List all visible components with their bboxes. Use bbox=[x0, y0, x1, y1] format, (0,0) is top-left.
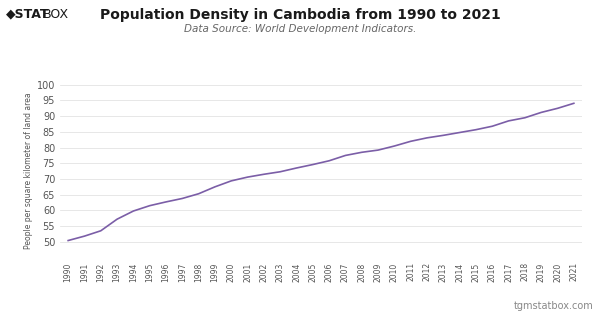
Y-axis label: People per square kilometer of land area: People per square kilometer of land area bbox=[23, 93, 32, 249]
Text: tgmstatbox.com: tgmstatbox.com bbox=[514, 301, 594, 311]
Text: BOX: BOX bbox=[43, 8, 70, 21]
Text: Data Source: World Development Indicators.: Data Source: World Development Indicator… bbox=[184, 24, 416, 34]
Text: Population Density in Cambodia from 1990 to 2021: Population Density in Cambodia from 1990… bbox=[100, 8, 500, 22]
Text: ◆STAT: ◆STAT bbox=[6, 8, 49, 21]
